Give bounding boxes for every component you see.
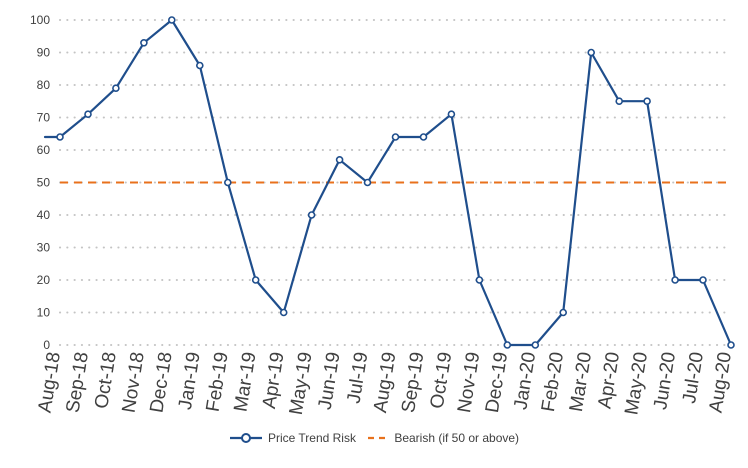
svg-text:100: 100 [30, 13, 50, 27]
svg-text:Aug-18: Aug-18 [35, 350, 65, 414]
svg-text:60: 60 [37, 143, 51, 157]
svg-text:Apr-20: Apr-20 [594, 350, 624, 410]
svg-text:May-20: May-20 [621, 350, 652, 416]
svg-text:Mar-19: Mar-19 [230, 350, 260, 413]
svg-text:Apr-19: Apr-19 [259, 350, 289, 410]
svg-text:0: 0 [43, 338, 50, 352]
svg-text:Feb-20: Feb-20 [538, 350, 568, 413]
svg-text:Jun-20: Jun-20 [650, 350, 680, 411]
svg-text:90: 90 [37, 46, 51, 60]
svg-text:Dec-19: Dec-19 [482, 350, 512, 414]
svg-text:Jul-19: Jul-19 [344, 350, 373, 404]
svg-text:Mar-20: Mar-20 [566, 350, 596, 413]
svg-text:May-19: May-19 [286, 350, 317, 416]
svg-text:Sep-18: Sep-18 [63, 350, 93, 414]
svg-text:Jan-20: Jan-20 [510, 350, 540, 411]
svg-text:Sep-19: Sep-19 [398, 350, 428, 414]
svg-text:80: 80 [37, 78, 51, 92]
svg-text:Aug-19: Aug-19 [370, 350, 400, 414]
svg-text:40: 40 [37, 208, 51, 222]
svg-text:Jan-19: Jan-19 [175, 350, 205, 411]
svg-text:Nov-19: Nov-19 [454, 350, 484, 414]
svg-text:Oct-18: Oct-18 [91, 350, 121, 410]
svg-text:Jun-19: Jun-19 [315, 350, 345, 411]
svg-text:Aug-20: Aug-20 [706, 350, 736, 414]
svg-text:Jul-20: Jul-20 [679, 350, 708, 404]
svg-text:Oct-19: Oct-19 [427, 350, 457, 410]
svg-text:Feb-19: Feb-19 [203, 350, 233, 413]
svg-text:Nov-18: Nov-18 [119, 350, 149, 414]
svg-text:70: 70 [37, 111, 51, 125]
svg-text:Dec-18: Dec-18 [146, 350, 176, 414]
svg-text:10: 10 [37, 306, 51, 320]
svg-text:50: 50 [37, 176, 51, 190]
svg-text:30: 30 [37, 241, 51, 255]
svg-text:20: 20 [37, 273, 51, 287]
